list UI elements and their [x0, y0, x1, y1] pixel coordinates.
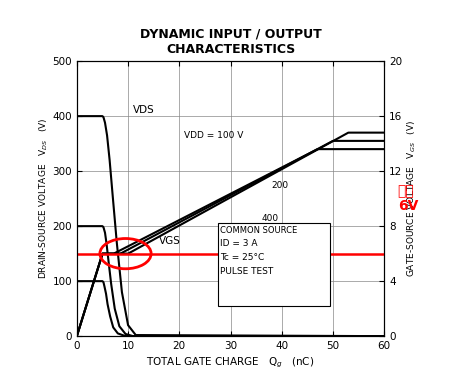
X-axis label: TOTAL GATE CHARGE   Q$_g$   (nC): TOTAL GATE CHARGE Q$_g$ (nC) — [146, 355, 314, 370]
Text: VDS: VDS — [133, 105, 155, 115]
Text: VDD = 100 V: VDD = 100 V — [184, 131, 243, 140]
Y-axis label: GATE-SOURCE VOLTAGE   V$_{GS}$   (V): GATE-SOURCE VOLTAGE V$_{GS}$ (V) — [404, 120, 417, 277]
Text: COMMON SOURCE: COMMON SOURCE — [220, 226, 297, 235]
Text: PULSE TEST: PULSE TEST — [220, 267, 273, 276]
Y-axis label: DRAIN-SOURCE VOLTAGE   V$_{DS}$   (V): DRAIN-SOURCE VOLTAGE V$_{DS}$ (V) — [37, 118, 50, 280]
Title: DYNAMIC INPUT / OUTPUT
CHARACTERISTICS: DYNAMIC INPUT / OUTPUT CHARACTERISTICS — [139, 28, 321, 56]
Text: 对应
6V: 对应 6V — [397, 184, 417, 213]
Text: VGS: VGS — [158, 236, 180, 246]
Text: 200: 200 — [271, 181, 288, 189]
Text: ID = 3 A: ID = 3 A — [220, 240, 257, 249]
Text: 400: 400 — [261, 214, 278, 223]
Text: Tc = 25°C: Tc = 25°C — [220, 253, 264, 262]
Bar — [217, 223, 330, 306]
